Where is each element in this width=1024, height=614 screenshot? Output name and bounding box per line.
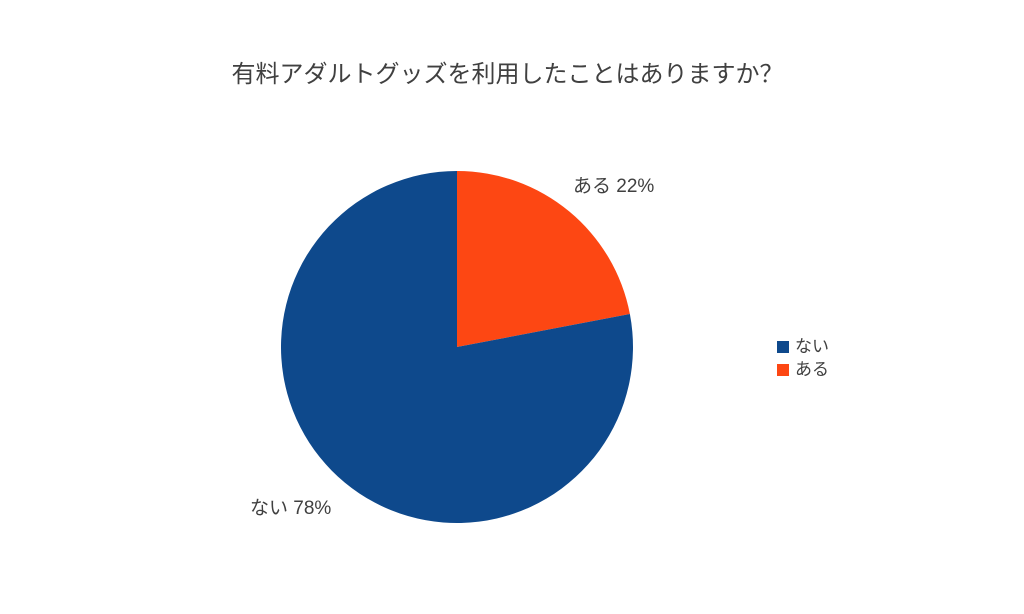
legend-item-aru: ある (777, 358, 829, 381)
legend-swatch-nai (777, 340, 789, 353)
legend: ない ある (777, 335, 829, 381)
data-label-aru: ある 22% (573, 176, 655, 197)
pie-slice-ない (281, 171, 633, 523)
data-label-nai: ない 78% (250, 498, 332, 519)
pie-chart (281, 171, 633, 523)
legend-label-aru: ある (795, 360, 829, 379)
chart-title: 有料アダルトグッズを利用したことはありますか？ (231, 61, 784, 88)
legend-swatch-aru (777, 363, 789, 376)
legend-label-nai: ない (795, 337, 829, 356)
legend-item-nai: ない (777, 335, 829, 358)
pie-slice-ある (457, 171, 630, 347)
